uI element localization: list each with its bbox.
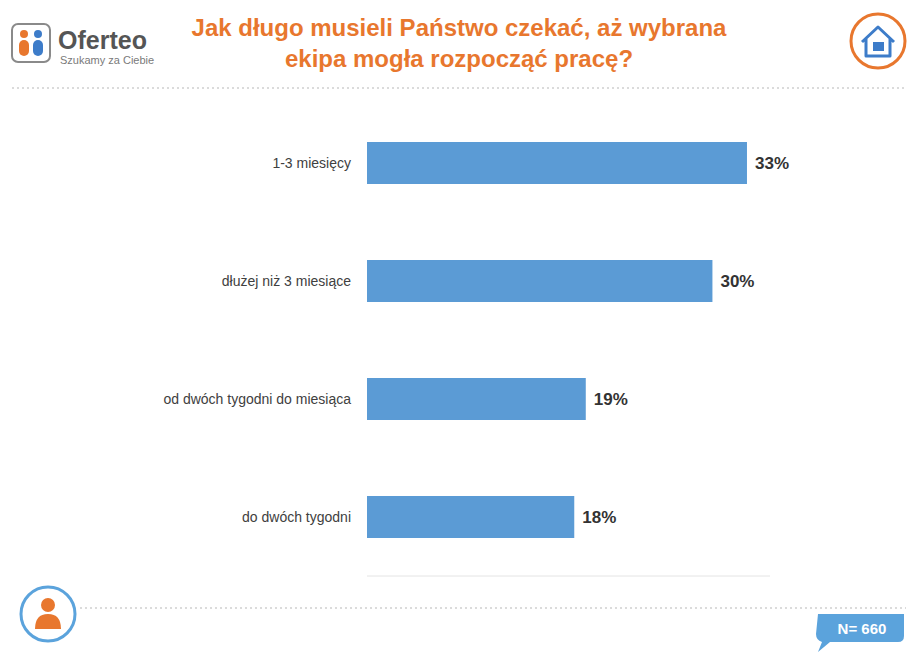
page: OferteoSzukamy za Ciebie Jak długo musiel… <box>0 0 918 660</box>
house-window <box>873 42 884 51</box>
tagline: Szukamy za Ciebie <box>60 54 154 66</box>
data-label: 30% <box>720 272 754 291</box>
person-head <box>41 598 55 612</box>
person-circle <box>21 587 75 641</box>
badge-shape <box>816 614 904 652</box>
logo-head <box>20 30 28 38</box>
house-circle <box>851 14 905 68</box>
data-label: 19% <box>594 390 628 409</box>
bar <box>367 378 586 420</box>
separator <box>80 607 906 609</box>
chart-title: Jak długo musieli Państwo czekać, aż wyb… <box>192 14 728 72</box>
data-label: 33% <box>755 154 789 173</box>
logo-body <box>19 40 29 56</box>
sample-badge: N= 660 <box>816 614 904 652</box>
brand: Oferteo <box>58 26 147 54</box>
separator <box>12 87 906 89</box>
sample-size: N= 660 <box>838 620 887 637</box>
logo-icon <box>12 24 50 62</box>
house-outline <box>862 27 894 56</box>
logo-frame <box>12 24 50 62</box>
logo-body <box>33 40 43 56</box>
data-label: 18% <box>582 508 616 527</box>
logo-head <box>34 30 42 38</box>
bar <box>367 260 712 302</box>
category-label: do dwóch tygodni <box>242 509 351 525</box>
chart-canvas: OferteoSzukamy za Ciebie Jak długo musiel… <box>0 0 918 660</box>
bar <box>367 496 574 538</box>
category-label: 1-3 miesięcy <box>272 155 351 171</box>
bar <box>367 142 747 184</box>
category-label: od dwóch tygodni do miesiąca <box>163 391 351 407</box>
bars <box>367 142 747 538</box>
title-line: ekipa mogła rozpocząć pracę? <box>285 45 633 72</box>
person-body <box>35 614 61 629</box>
category-label: dłużej niż 3 miesiące <box>222 273 351 289</box>
house-icon <box>851 14 905 68</box>
x-axis-line <box>367 576 770 577</box>
title-line: Jak długo musieli Państwo czekać, aż wyb… <box>192 14 728 41</box>
person-icon <box>21 587 75 641</box>
